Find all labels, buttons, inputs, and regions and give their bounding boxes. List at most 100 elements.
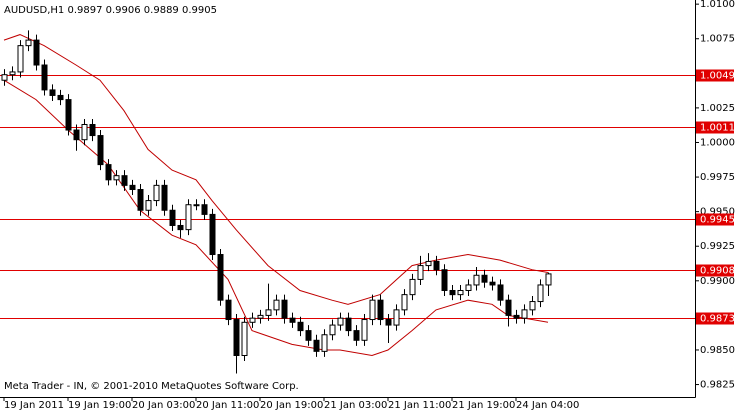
candle-body: [521, 309, 528, 319]
candle-body: [113, 175, 120, 181]
candle-body: [345, 317, 352, 332]
candle-body: [121, 175, 128, 186]
candle-body: [281, 299, 288, 319]
candle-body: [393, 309, 400, 326]
candle-body: [153, 184, 160, 202]
candle-body: [129, 184, 136, 191]
candle-body: [313, 339, 320, 352]
candle-body: [105, 164, 112, 181]
candle-body: [89, 123, 96, 137]
candle-body: [257, 314, 264, 319]
candle-body: [449, 289, 456, 296]
chart-title: AUDUSD,H1 0.9897 0.9906 0.9889 0.9905: [4, 5, 217, 16]
y-tick-label: 0.9975: [700, 172, 735, 183]
candle-body: [65, 99, 72, 131]
candle-body: [273, 299, 280, 311]
level-label-box: [696, 121, 734, 134]
x-tick-label: 24 Jan 04:00: [516, 400, 579, 411]
x-tick-label: 21 Jan 19:00: [452, 400, 515, 411]
x-tick-label: 19 Jan 19:00: [68, 400, 131, 411]
candle-body: [193, 204, 200, 207]
candle-body: [233, 319, 240, 357]
candle-body: [425, 260, 432, 267]
y-tick-label: 1.0100: [700, 0, 735, 10]
candle-body: [169, 209, 176, 226]
candle-body: [529, 301, 536, 311]
candle-body: [369, 299, 376, 321]
candle-body: [201, 204, 208, 215]
x-tick-label: 21 Jan 11:00: [388, 400, 451, 411]
x-tick-label: 20 Jan 11:00: [196, 400, 259, 411]
candle-body: [409, 278, 416, 296]
candle-body: [305, 330, 312, 341]
level-label-box: [696, 213, 734, 226]
band-line: [3, 34, 549, 305]
candle-body: [401, 294, 408, 311]
level-label-box: [696, 264, 734, 277]
y-tick-label: 0.9825: [700, 380, 735, 391]
level-label: 0.9873: [700, 314, 735, 325]
candle-body: [177, 224, 184, 231]
candle-body: [537, 284, 544, 303]
plot-area: [0, 30, 695, 374]
y-tick-label: 1.0000: [700, 137, 735, 148]
candle-body: [353, 330, 360, 341]
candle-body: [249, 317, 256, 323]
y-tick-label: 0.9950: [700, 207, 735, 218]
candle-body: [57, 94, 64, 101]
candle-body: [241, 321, 248, 357]
y-tick-label: 1.0025: [700, 103, 735, 114]
level-label: 1.0011: [700, 123, 735, 134]
y-tick-label: 0.9850: [700, 345, 735, 356]
y-tick-label: 1.0075: [700, 34, 735, 45]
candle-body: [433, 260, 440, 271]
level-label: 0.9908: [700, 266, 735, 277]
candle-body: [361, 319, 368, 341]
candle-body: [417, 265, 424, 280]
y-tick-label: 0.9900: [700, 276, 735, 287]
candle-body: [161, 184, 168, 211]
candle-body: [321, 334, 328, 352]
x-tick-label: 20 Jan 19:00: [260, 400, 323, 411]
x-tick-label: 19 Jan 2011: [4, 400, 64, 411]
candle-body: [49, 89, 56, 96]
candle-body: [97, 135, 104, 166]
level-label: 0.9945: [700, 215, 735, 226]
x-tick-label: 20 Jan 03:00: [132, 400, 195, 411]
candle-body: [377, 299, 384, 321]
candle-body: [505, 299, 512, 316]
candle-body: [1, 74, 8, 81]
candle-body: [473, 274, 480, 286]
candle-body: [329, 324, 336, 336]
x-tick-label: 21 Jan 03:00: [324, 400, 387, 411]
candle-body: [73, 129, 80, 141]
candle-body: [25, 39, 32, 47]
candle-body: [217, 254, 224, 301]
candle-body: [545, 273, 552, 286]
candle-body: [441, 269, 448, 291]
candle-body: [297, 321, 304, 332]
candle-body: [185, 204, 192, 231]
candle-body: [465, 284, 472, 291]
candle-body: [137, 189, 144, 211]
candle-body: [265, 309, 272, 316]
candle-body: [145, 200, 152, 211]
level-label: 1.0049: [700, 71, 735, 82]
level-label-box: [696, 69, 734, 82]
candle-body: [489, 281, 496, 286]
candle-body: [385, 319, 392, 326]
candle-body: [457, 289, 464, 296]
band-line: [3, 79, 549, 357]
candle-body: [81, 123, 88, 141]
candle-body: [289, 317, 296, 323]
candle-body: [33, 39, 40, 66]
candle-body: [41, 64, 48, 91]
candle-body: [497, 284, 504, 301]
candle-body: [225, 299, 232, 321]
level-label-box: [696, 312, 734, 325]
candle-body: [481, 274, 488, 283]
candle-body: [209, 213, 216, 256]
y-tick-label: 0.9925: [700, 241, 735, 252]
